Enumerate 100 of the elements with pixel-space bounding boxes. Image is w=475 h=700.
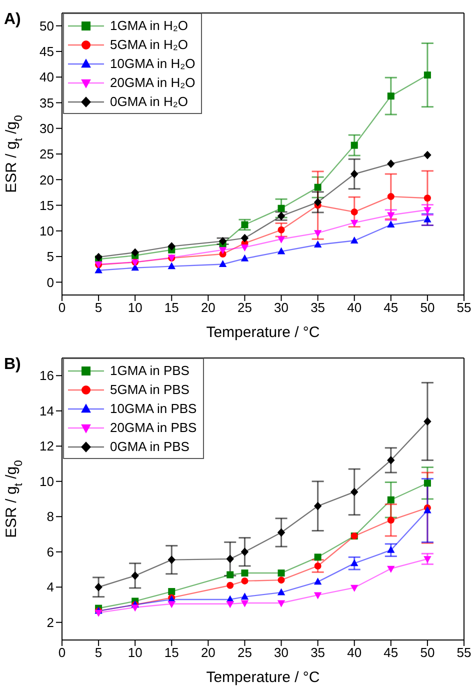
point	[424, 72, 431, 79]
x-tick-label: 0	[58, 645, 66, 660]
point	[131, 248, 139, 257]
point	[168, 242, 176, 250]
point	[350, 142, 358, 149]
point	[350, 584, 358, 592]
point	[350, 220, 358, 227]
point	[277, 247, 286, 254]
legend-label: 5GMA in PBS	[110, 382, 190, 397]
x-tick-label: 20	[200, 300, 216, 316]
point	[168, 556, 176, 564]
y-tick-label: 14	[40, 403, 54, 418]
point	[218, 260, 227, 268]
point	[277, 236, 286, 244]
point	[241, 570, 248, 577]
point	[131, 604, 139, 612]
point	[350, 488, 358, 496]
point	[226, 601, 234, 608]
legend-label: 0GMA in PBS	[110, 439, 190, 454]
legend-label: 1GMA in PBS	[110, 363, 190, 378]
point	[314, 502, 322, 510]
point	[387, 193, 394, 200]
y-tick-label: 10	[40, 474, 54, 489]
y-tick-label: 20	[40, 172, 54, 188]
point	[387, 516, 394, 524]
chart-title: B)	[4, 356, 21, 373]
point	[94, 252, 102, 262]
x-axis-title: Temperature / °C	[206, 669, 320, 686]
x-tick-label: 15	[164, 645, 179, 660]
point	[240, 592, 249, 600]
y-tick-label: 10	[40, 224, 54, 239]
y-tick-label: 8	[46, 509, 54, 524]
point	[387, 220, 395, 228]
point	[387, 566, 395, 573]
point	[218, 236, 227, 246]
legend-label: 10GMA in H₂O	[110, 56, 196, 71]
y-tick-label: 12	[40, 438, 54, 454]
y-tick-label: 15	[40, 198, 54, 213]
y-tick-label: 0	[46, 274, 54, 290]
point	[314, 184, 322, 191]
y-tick-label: 4	[46, 580, 54, 595]
y-tick-label: 35	[40, 95, 54, 110]
x-tick-label: 45	[384, 645, 398, 660]
point	[241, 577, 248, 584]
point	[387, 546, 395, 553]
point	[277, 528, 286, 537]
point	[278, 570, 285, 577]
y-tick-label: 2	[46, 614, 54, 630]
y-tick-label: 50	[40, 18, 54, 34]
point	[314, 562, 322, 570]
point	[314, 554, 322, 561]
x-axis-title: Temperature / °C	[206, 324, 320, 341]
legend-label: 1GMA in H₂O	[110, 18, 188, 33]
x-tick-label: 55	[456, 300, 472, 316]
point	[350, 170, 358, 178]
point	[168, 588, 176, 596]
x-tick-label: 5	[94, 645, 102, 660]
point	[424, 417, 432, 426]
point	[226, 571, 234, 578]
point	[314, 578, 322, 585]
x-tick-label: 35	[310, 300, 326, 316]
point	[131, 571, 139, 580]
y-tick-label: 6	[46, 544, 54, 560]
point	[387, 456, 395, 464]
x-tick-label: 40	[347, 300, 362, 316]
point	[314, 198, 322, 206]
point	[387, 160, 395, 168]
x-tick-label: 25	[237, 645, 252, 660]
x-tick-label: 30	[274, 645, 289, 660]
x-tick-label: 5	[94, 300, 102, 316]
y-tick-label: 25	[40, 146, 54, 162]
point	[240, 254, 249, 262]
point	[314, 230, 322, 238]
point	[278, 226, 285, 234]
legend-label: 10GMA in PBS	[110, 401, 197, 416]
point	[424, 215, 432, 222]
x-tick-label: 0	[58, 300, 66, 316]
x-tick-label: 25	[237, 300, 252, 316]
x-tick-label: 50	[420, 645, 435, 660]
x-tick-label: 10	[128, 300, 142, 316]
point	[168, 601, 176, 608]
point	[226, 554, 234, 564]
point	[424, 480, 431, 487]
point	[168, 262, 176, 270]
point	[240, 244, 249, 252]
point	[278, 204, 285, 212]
x-tick-label: 55	[456, 645, 472, 660]
x-tick-label: 45	[384, 300, 398, 316]
y-tick-label: 16	[40, 368, 54, 384]
point	[387, 212, 395, 220]
point	[424, 194, 431, 202]
legend-label: 20GMA in H₂O	[110, 75, 196, 90]
point	[226, 582, 234, 589]
x-tick-label: 10	[128, 645, 142, 660]
point	[277, 600, 286, 608]
legend-label: 20GMA in PBS	[110, 420, 197, 435]
chart-title: A)	[4, 11, 21, 28]
point	[218, 247, 227, 254]
point	[240, 548, 249, 556]
x-tick-label: 50	[420, 300, 435, 316]
